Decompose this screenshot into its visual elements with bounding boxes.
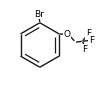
Text: F: F <box>86 29 91 38</box>
Text: Br: Br <box>34 10 44 19</box>
Text: F: F <box>89 36 94 45</box>
Text: F: F <box>82 45 87 54</box>
Text: O: O <box>63 30 70 39</box>
